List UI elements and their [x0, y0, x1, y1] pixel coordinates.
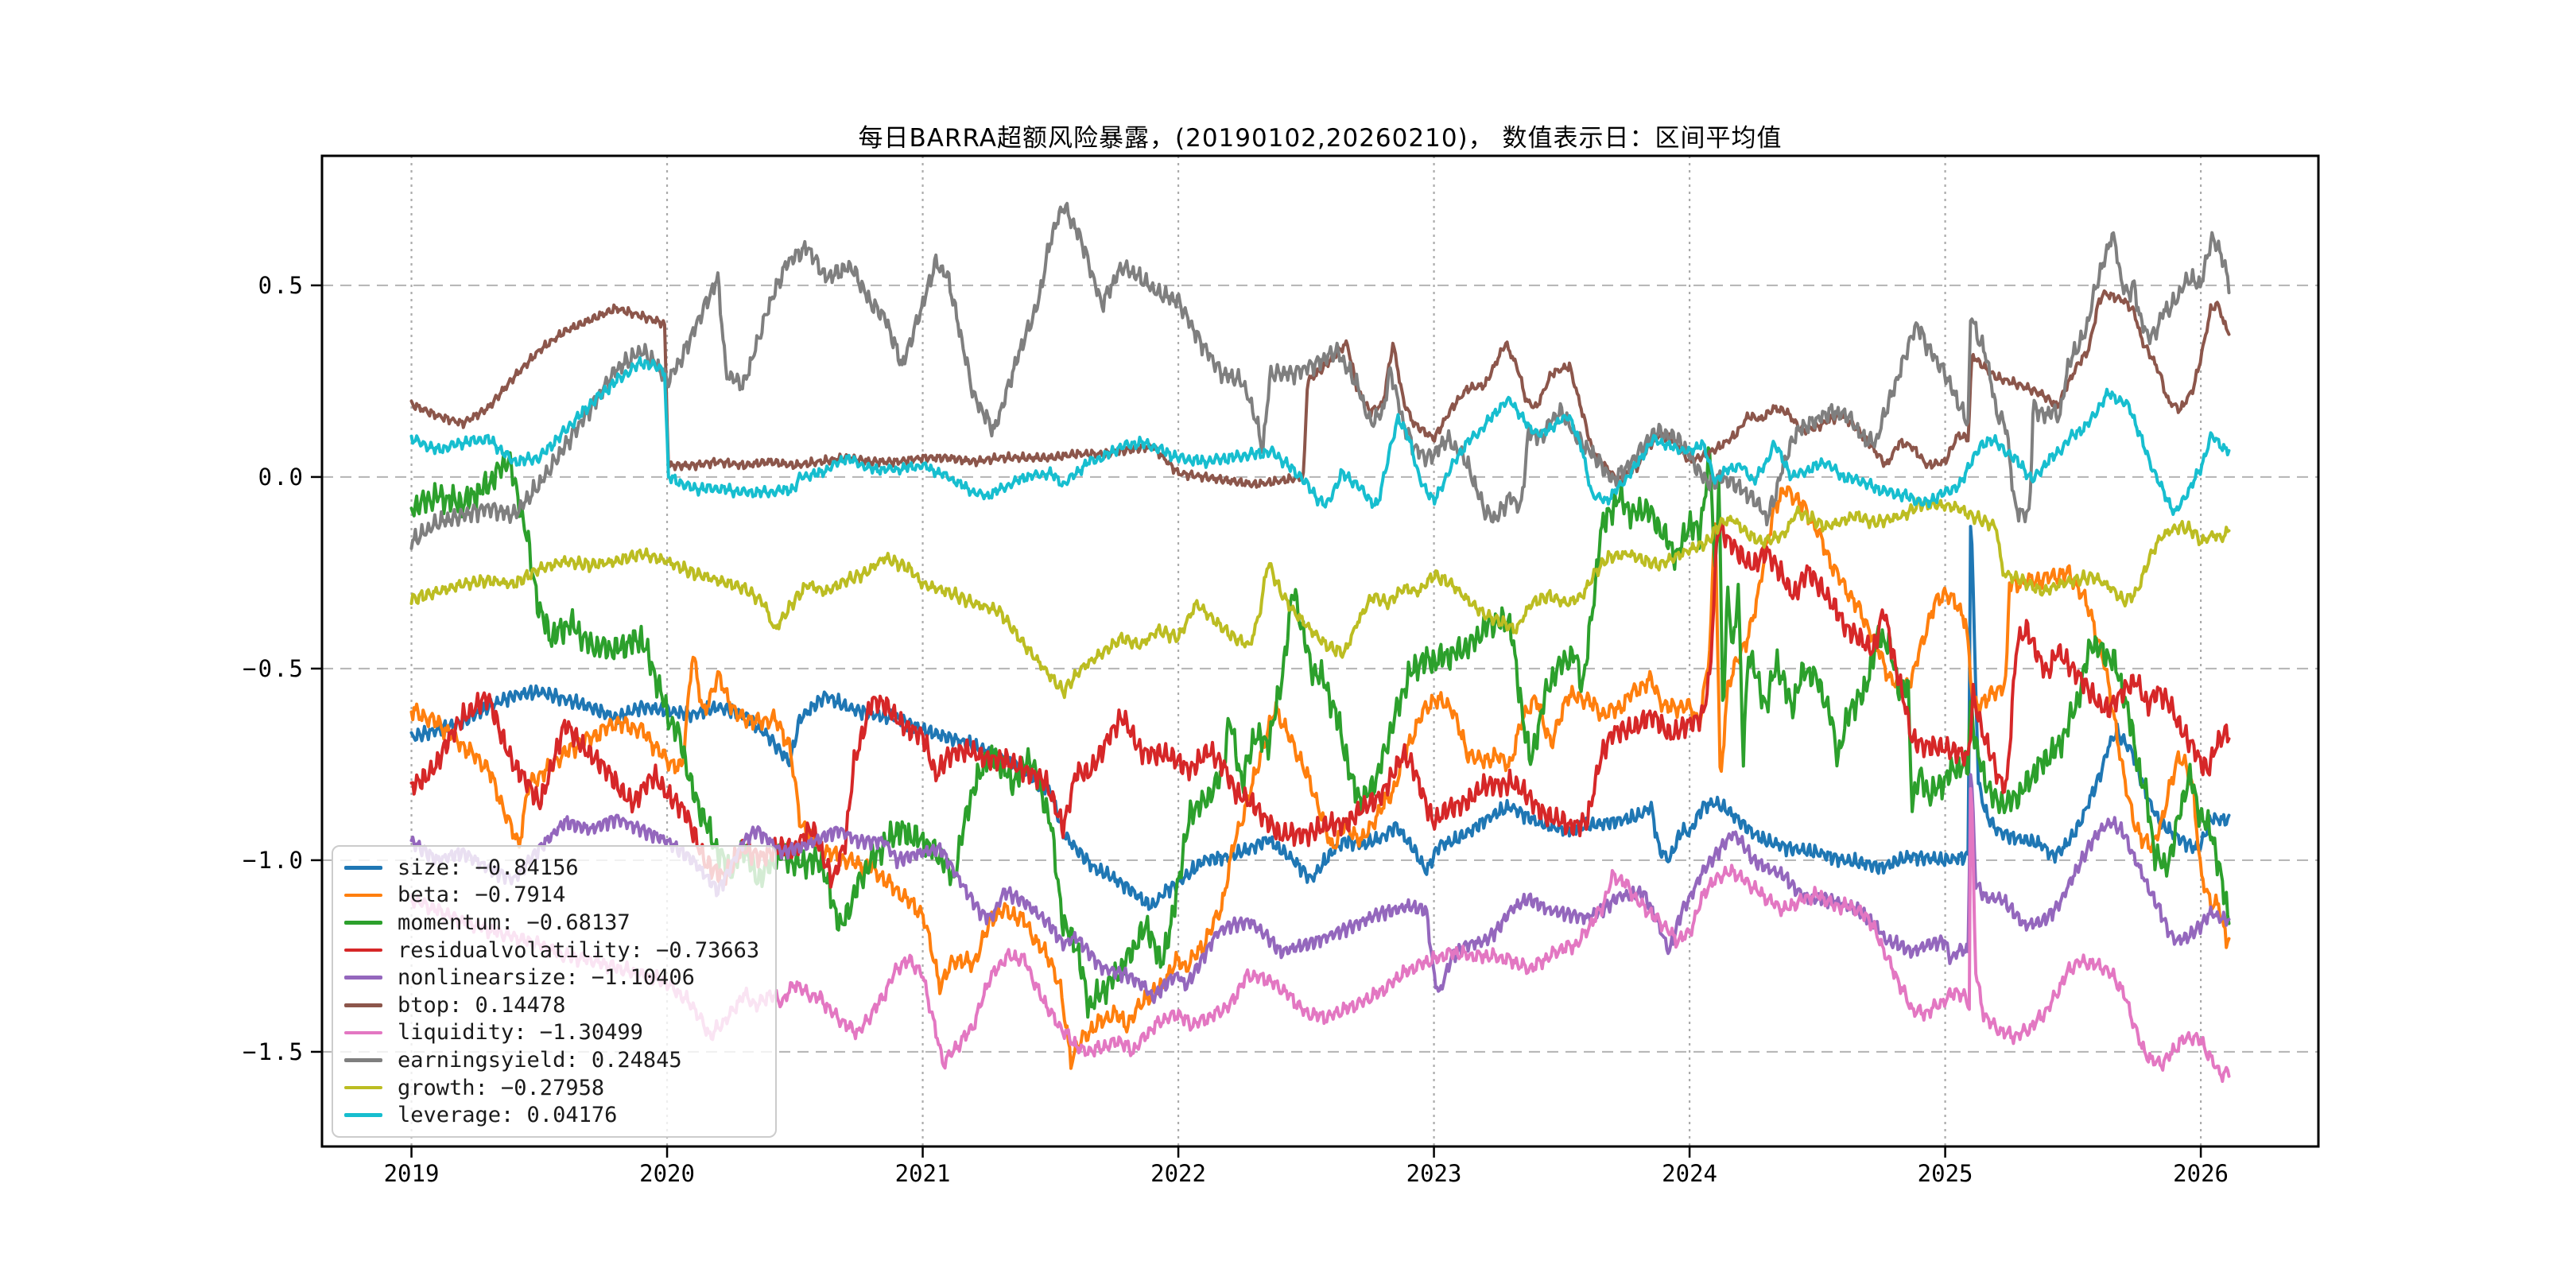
legend-item-size: size: −0.84156	[344, 854, 759, 882]
legend-item-growth: growth: −0.27958	[344, 1074, 759, 1102]
legend-item-earningsyield: earningsyield: 0.24845	[344, 1046, 759, 1074]
legend-label: size: −0.84156	[398, 855, 579, 880]
legend-line-swatch	[344, 1003, 382, 1007]
legend-item-liquidity: liquidity: −1.30499	[344, 1019, 759, 1047]
legend-label: nonlinearsize: −1.10406	[398, 965, 695, 991]
series-line-btop	[409, 289, 2231, 489]
series-line-earningsyield	[409, 201, 2231, 550]
y-tick-label-0.5: 0.5	[258, 272, 305, 299]
axis-labels: 2019 2020 2021 2022 2023 2024 2025 2026 0.5 0.0 −0…	[242, 272, 2229, 1187]
legend-line-swatch	[344, 948, 382, 952]
legend-item-leverage: leverage: 0.04176	[344, 1101, 759, 1129]
x-tick-label-2022: 2022	[1150, 1160, 1206, 1187]
legend-label: earningsyield: 0.24845	[398, 1047, 682, 1073]
legend-label: beta: −0.7914	[398, 883, 566, 908]
legend-item-beta: beta: −0.7914	[344, 882, 759, 910]
legend: size: −0.84156 beta: −0.7914 momentum: −0.…	[332, 845, 778, 1138]
legend-label: leverage: 0.04176	[398, 1103, 618, 1128]
legend-line-swatch	[344, 921, 382, 925]
legend-line-swatch	[344, 1113, 382, 1117]
x-tick-label-2020: 2020	[639, 1160, 695, 1187]
x-tick-label-2024: 2024	[1662, 1160, 1717, 1187]
legend-item-momentum: momentum: −0.68137	[344, 909, 759, 937]
legend-item-residualvolatility: residualvolatility: −0.73663	[344, 937, 759, 964]
y-tick-label-−1.5: −1.5	[242, 1038, 305, 1065]
legend-line-swatch	[344, 1085, 382, 1090]
legend-item-btop: btop: 0.14478	[344, 991, 759, 1019]
y-tick-label-0.0: 0.0	[258, 464, 305, 491]
legend-line-swatch	[344, 1058, 382, 1062]
series-line-leverage	[409, 356, 2231, 516]
x-tick-label-2019: 2019	[384, 1160, 440, 1187]
series-line-size	[409, 525, 2231, 911]
chart-title: 每日BARRA超额风险暴露，(20190102,20260210)， 数值表示日…	[858, 124, 1783, 153]
legend-label: liquidity: −1.30499	[398, 1020, 643, 1046]
legend-label: growth: −0.27958	[398, 1075, 605, 1100]
series-line-beta	[409, 485, 2231, 1070]
x-tick-label-2021: 2021	[895, 1160, 951, 1187]
x-tick-label-2026: 2026	[2173, 1160, 2229, 1187]
legend-item-nonlinearsize: nonlinearsize: −1.10406	[344, 964, 759, 991]
plot-frame	[320, 154, 2320, 1148]
legend-line-swatch	[344, 893, 382, 898]
legend-line-swatch	[344, 1030, 382, 1035]
legend-label: residualvolatility: −0.73663	[398, 937, 760, 963]
y-tick-label-−1.0: −1.0	[242, 847, 305, 874]
legend-label: momentum: −0.68137	[398, 910, 630, 935]
series-line-residualvolatility	[409, 521, 2231, 889]
legend-label: btop: 0.14478	[398, 992, 566, 1018]
x-tick-label-2025: 2025	[1918, 1160, 1973, 1187]
axis-ticks	[311, 284, 2202, 1158]
legend-line-swatch	[344, 866, 382, 870]
legend-line-swatch	[344, 976, 382, 980]
x-tick-label-2023: 2023	[1406, 1160, 1462, 1187]
y-tick-label-−0.5: −0.5	[242, 655, 305, 682]
